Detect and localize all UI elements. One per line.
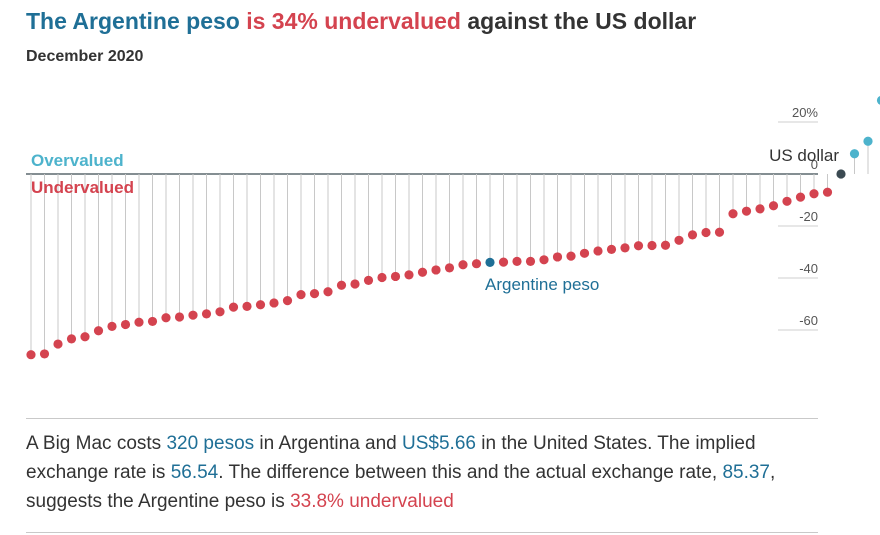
undervalued-point — [498, 257, 509, 267]
undervalued-point — [228, 302, 239, 312]
undervalued-point — [822, 187, 833, 197]
undervalued-point — [579, 248, 590, 258]
undervalued-point — [188, 310, 198, 320]
undervalued-point — [606, 244, 617, 254]
undervalued-point — [377, 272, 387, 283]
undervalued-point — [120, 319, 131, 330]
argentine-peso-point — [485, 257, 495, 267]
undervalued-point — [39, 349, 50, 359]
undervalued-point — [201, 309, 212, 319]
undervalued-point — [134, 317, 144, 327]
us-dollar-label: US dollar — [769, 146, 839, 165]
undervalued-point — [269, 298, 279, 308]
y-tick-label: -60 — [799, 313, 818, 328]
undervalued-point — [309, 289, 320, 299]
caption-value-implied-rate: 56.54 — [170, 462, 219, 483]
caption-value-actual-rate: 85.37 — [722, 462, 770, 483]
caption-value-undervaluation: 33.8% undervalued — [290, 491, 454, 512]
undervalued-point — [755, 204, 765, 214]
chart-subtitle: December 2020 — [26, 48, 144, 65]
bottom-divider — [26, 532, 818, 533]
undervalued-point — [593, 246, 603, 256]
undervalued-point — [242, 301, 252, 311]
undervalued-point — [782, 196, 792, 206]
undervalued-point — [66, 334, 77, 344]
undervalued-point — [701, 227, 711, 238]
undervalued-point — [795, 192, 806, 202]
undervalued-point — [728, 209, 738, 219]
undervalued-point — [215, 307, 225, 317]
caption-text-4: . The difference between this and the ac… — [218, 462, 723, 483]
y-tick-label: 20% — [792, 105, 818, 120]
undervalued-point — [404, 270, 414, 280]
undervalued-point — [147, 316, 158, 327]
undervalued-point — [633, 241, 644, 251]
overvalued-point — [863, 136, 873, 146]
undervalued-point — [363, 275, 374, 285]
undervalued-point — [282, 296, 293, 306]
caption-text: A Big Mac costs 320 pesos in Argentina a… — [26, 429, 816, 516]
undervalued-point — [417, 267, 428, 277]
y-tick-label: -40 — [799, 261, 818, 276]
undervalued-point — [174, 312, 185, 322]
title-part-valuation: is 34% undervalued — [239, 8, 461, 34]
undervalued-point — [336, 280, 347, 290]
undervalued-point — [647, 240, 657, 251]
undervalued-point — [687, 230, 698, 240]
undervalued-point — [660, 240, 671, 250]
us-dollar-point — [836, 169, 846, 179]
caption-text-2: in Argentina and — [254, 433, 403, 454]
undervalued-point — [444, 263, 455, 273]
undervalued-point — [539, 255, 549, 265]
undervalued-point — [107, 321, 117, 331]
y-tick-label: 0 — [811, 157, 818, 172]
undervalued-point — [741, 206, 752, 216]
undervalued-point — [768, 201, 779, 211]
undervalued-point — [809, 189, 819, 199]
y-tick-label: -20 — [799, 209, 818, 224]
title-part-rest: against the US dollar — [460, 8, 697, 34]
undervalued-point — [512, 256, 522, 266]
undervalued-point — [93, 326, 104, 336]
undervalued-point — [620, 243, 630, 253]
undervalued-point — [674, 235, 684, 245]
caption-value-pesos: 320 pesos — [166, 433, 255, 454]
undervalued-point — [714, 227, 725, 237]
undervalued-point — [458, 260, 468, 270]
overvalued-point — [849, 149, 860, 159]
caption-text-5: , suggests the Argentine peso is — [26, 462, 776, 512]
undervalued-point — [471, 259, 482, 269]
undervalued-point — [26, 350, 36, 360]
undervalued-point — [431, 265, 441, 275]
undervalued-point — [566, 251, 576, 261]
undervalued-point — [53, 339, 63, 349]
undervalued-label: Undervalued — [31, 178, 134, 197]
undervalued-point — [525, 256, 536, 266]
title-part-currency: The Argentine peso — [26, 8, 240, 34]
top-divider — [26, 418, 818, 419]
undervalued-point — [390, 271, 401, 282]
undervalued-point — [161, 313, 171, 323]
caption-value-usd: US$5.66 — [402, 433, 476, 454]
undervalued-point — [80, 332, 90, 342]
lollipop-chart: 20% 0 -20 -40 -60 Overvalued Undervalued US dol… — [26, 96, 880, 360]
undervalued-point — [350, 279, 360, 289]
caption-text-1: A Big Mac costs — [26, 433, 167, 454]
undervalued-point — [296, 290, 306, 300]
caption-text-3: in the United States. The implied exchan… — [26, 433, 756, 483]
overvalued-point — [876, 96, 880, 105]
argentine-peso-label: Argentine peso — [485, 275, 599, 294]
undervalued-point — [323, 287, 333, 297]
chart-title: The Argentine peso is 34% undervalued ag… — [26, 8, 696, 35]
undervalued-point — [552, 252, 563, 262]
undervalued-point — [255, 300, 266, 310]
overvalued-label: Overvalued — [31, 151, 124, 170]
